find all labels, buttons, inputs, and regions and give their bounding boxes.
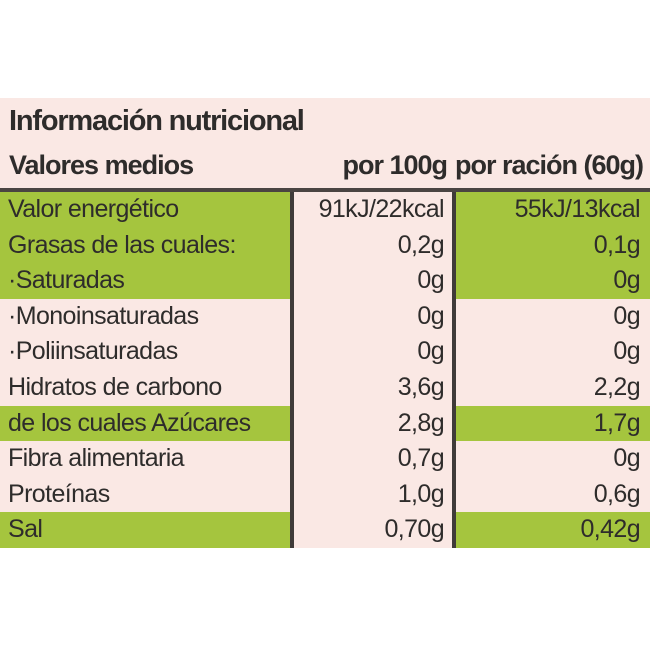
row-value-per-100g: 0,70g bbox=[384, 515, 444, 544]
row-value-per-portion: 0g bbox=[456, 263, 650, 299]
table-row: ·Monoinsaturadas 0g 0g bbox=[0, 299, 650, 335]
column-header-values: Valores medios bbox=[9, 150, 194, 180]
table-row: Hidratos de carbono 3,6g 2,2g bbox=[0, 370, 650, 406]
table-row: ·Poliinsaturadas 0g 0g bbox=[0, 334, 650, 370]
row-value-per-100g: 0,2g bbox=[397, 230, 445, 259]
row-value-per-100g: 0g bbox=[417, 337, 444, 366]
row-value-per-portion: 2,2g bbox=[593, 372, 641, 401]
row-value-per-portion: 1,7g bbox=[456, 405, 650, 442]
column-divider-left bbox=[290, 192, 294, 548]
row-value-per-portion: 0,1g bbox=[456, 227, 650, 264]
row-value-per-100g: 0g bbox=[417, 301, 444, 330]
table-row: Sal 0,70g 0,42g bbox=[0, 512, 650, 548]
column-header-per-100g: por 100g bbox=[342, 150, 448, 180]
table-row: Fibra alimentaria 0,7g 0g bbox=[0, 441, 650, 477]
row-label: Fibra alimentaria bbox=[8, 444, 185, 473]
table-row: de los cuales Azúcares 2,8g 1,7g bbox=[0, 405, 650, 442]
row-label: ·Poliinsaturadas bbox=[8, 337, 178, 366]
table-top-border bbox=[0, 188, 650, 192]
nutrition-table: Valor energético 91kJ/22kcal 55kJ/13kcal… bbox=[0, 192, 650, 548]
row-label: Valor energético bbox=[0, 192, 290, 228]
nutrition-panel bbox=[0, 98, 650, 548]
row-value-per-100g: 0,7g bbox=[397, 444, 445, 473]
row-value-per-portion: 55kJ/13kcal bbox=[456, 192, 650, 228]
row-label: ·Monoinsaturadas bbox=[8, 301, 199, 330]
row-value-per-100g: 1,0g bbox=[397, 479, 445, 508]
row-label: de los cuales Azúcares bbox=[0, 405, 290, 442]
row-value-per-100g: 3,6g bbox=[397, 372, 445, 401]
table-row: Valor energético 91kJ/22kcal 55kJ/13kcal bbox=[0, 192, 650, 228]
row-label: Sal bbox=[0, 512, 290, 548]
row-label: ·Saturadas bbox=[0, 263, 290, 299]
row-value-per-portion: 0g bbox=[613, 337, 640, 366]
row-value-per-100g: 2,8g bbox=[397, 408, 445, 437]
row-value-per-100g: 0g bbox=[417, 266, 444, 295]
table-row: Proteínas 1,0g 0,6g bbox=[0, 477, 650, 513]
column-header-per-portion: por ración (60g) bbox=[454, 150, 644, 180]
table-row: ·Saturadas 0g 0g bbox=[0, 263, 650, 299]
row-label: Grasas de las cuales: bbox=[0, 227, 290, 264]
row-label: Proteínas bbox=[8, 479, 110, 508]
row-value-per-portion: 0,6g bbox=[593, 479, 641, 508]
row-label: Hidratos de carbono bbox=[8, 372, 222, 401]
table-row: Grasas de las cuales: 0,2g 0,1g bbox=[0, 227, 650, 264]
row-value-per-portion: 0g bbox=[613, 301, 640, 330]
column-divider-right bbox=[452, 192, 456, 548]
row-value-per-portion: 0,42g bbox=[456, 512, 650, 548]
row-value-per-100g: 91kJ/22kcal bbox=[318, 195, 445, 223]
panel-title: Información nutricional bbox=[9, 105, 305, 137]
row-value-per-portion: 0g bbox=[613, 444, 640, 473]
